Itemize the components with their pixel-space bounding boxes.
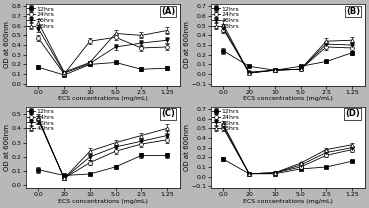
X-axis label: ECS concentrations (mg/mL): ECS concentrations (mg/mL) [58,96,148,101]
Legend: 12hrs, 24hrs, 36hrs, 48hrs: 12hrs, 24hrs, 36hrs, 48hrs [27,6,55,29]
Y-axis label: OD at 600nm: OD at 600nm [4,124,10,171]
Text: (C): (C) [161,109,175,119]
Y-axis label: OD at 600nm: OD at 600nm [4,22,10,68]
Y-axis label: OD at 600nm: OD at 600nm [184,124,190,171]
Text: (B): (B) [346,7,360,16]
Legend: 12hrs, 24hrs, 36hrs, 48hrs: 12hrs, 24hrs, 36hrs, 48hrs [212,108,240,132]
Legend: 12hrs, 24hrs, 36hrs, 48hrs: 12hrs, 24hrs, 36hrs, 48hrs [27,108,55,132]
X-axis label: ECS concentrations (mg/mL): ECS concentrations (mg/mL) [58,199,148,204]
X-axis label: ECS concentrations (mg/mL): ECS concentrations (mg/mL) [243,96,332,101]
Text: (D): (D) [345,109,360,119]
Legend: 12hrs, 24hrs, 36hrs, 48hrs: 12hrs, 24hrs, 36hrs, 48hrs [212,6,240,29]
Text: (A): (A) [161,7,175,16]
Y-axis label: OD at 600nm: OD at 600nm [184,22,190,68]
X-axis label: ECS concentrations (mg/mL): ECS concentrations (mg/mL) [243,199,332,204]
